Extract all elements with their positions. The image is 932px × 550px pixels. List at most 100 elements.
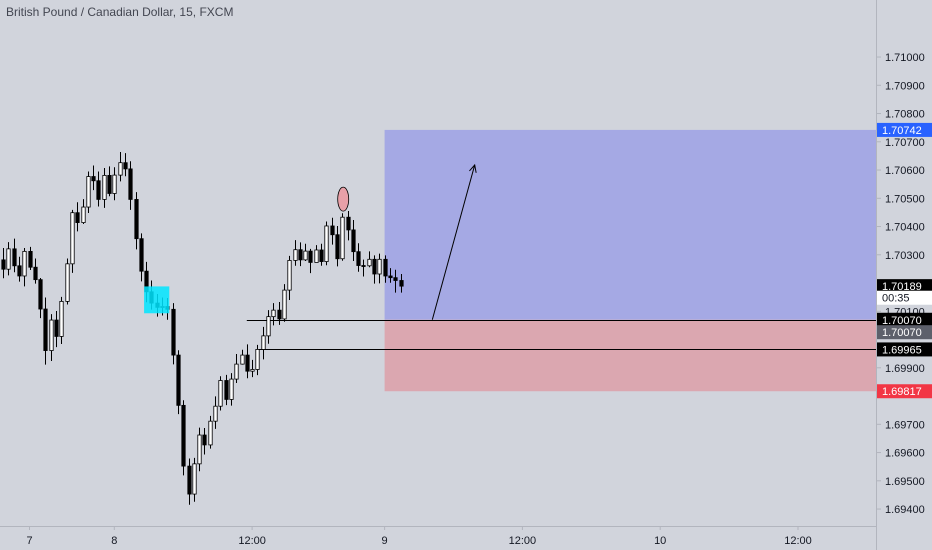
candle	[91, 165, 96, 191]
candle	[383, 255, 388, 283]
candle	[287, 255, 292, 300]
candle-body	[356, 251, 361, 266]
candle	[293, 240, 298, 266]
candle-body	[197, 434, 202, 465]
candle	[356, 243, 361, 272]
candle-body	[277, 309, 282, 320]
candle	[335, 225, 340, 267]
candle-body	[208, 420, 213, 446]
candle	[176, 350, 181, 415]
candle	[43, 297, 48, 365]
candle-body	[17, 265, 22, 277]
price-tick-label: 1.70900	[885, 80, 925, 92]
price-tag-label: 1.69965	[882, 344, 922, 356]
candle	[245, 344, 250, 379]
candle-body	[314, 249, 319, 263]
long-position-tool[interactable]	[384, 129, 876, 392]
candle-body	[176, 354, 181, 406]
loss-zone	[384, 319, 876, 392]
candle-body	[298, 249, 303, 261]
candle-body	[324, 225, 329, 262]
candle-body	[218, 380, 223, 407]
candle	[112, 167, 117, 201]
candle-body	[250, 369, 255, 372]
chart-title: British Pound / Canadian Dollar, 15, FXC…	[6, 5, 233, 19]
price-axis[interactable]: 1.71000 1.70900 1.70800 1.70700 1.70600 1.705…	[877, 52, 925, 516]
candle-body	[43, 308, 48, 351]
time-axis[interactable]: 7 8 12:00 9 12:00 10 12:00	[26, 526, 812, 547]
price-tag-label: 1.70742	[882, 125, 922, 137]
candle-body	[81, 206, 86, 223]
candle	[134, 192, 139, 250]
candle	[351, 220, 356, 262]
candle	[49, 314, 54, 362]
candle	[28, 246, 33, 271]
candle-body	[240, 354, 245, 365]
price-tick-label: 1.70600	[885, 165, 925, 177]
candle	[372, 255, 377, 284]
candle-body	[282, 289, 287, 320]
candle-body	[171, 308, 176, 356]
price-tag-bg	[877, 384, 932, 399]
candle-body	[361, 265, 366, 267]
candle	[388, 268, 393, 283]
candle	[6, 242, 11, 276]
price-tag-label: 1.70070	[882, 315, 922, 327]
candle-body	[1, 259, 6, 270]
price-tick-label: 1.69500	[885, 476, 925, 488]
price-tag-label: 1.70189	[882, 281, 922, 293]
candle-body	[118, 162, 123, 176]
candle-body	[123, 162, 128, 170]
time-tick-label: 9	[382, 535, 388, 547]
price-tag: 1.69817	[877, 384, 932, 399]
candle-body	[96, 180, 101, 200]
candle-body	[319, 249, 324, 262]
candle	[361, 259, 366, 277]
candle-body	[213, 405, 218, 422]
candle	[399, 273, 404, 293]
horizontal-lines[interactable]	[246, 320, 876, 350]
candle-body	[388, 275, 393, 279]
candle-body	[6, 248, 11, 270]
price-tag-label: 1.69817	[882, 386, 922, 398]
price-tag-label: 00:35	[882, 293, 910, 305]
candle-body	[28, 250, 33, 268]
highlight-box	[144, 286, 170, 314]
price-tick-label: 1.69900	[885, 363, 925, 375]
candle-body	[287, 260, 292, 291]
candle-body	[59, 301, 64, 337]
price-tick-label: 1.70500	[885, 193, 925, 205]
candle	[54, 311, 59, 348]
candle	[319, 243, 324, 266]
candle	[22, 248, 27, 287]
candle-body	[245, 354, 250, 372]
candle	[261, 326, 266, 360]
price-tag: 1.69965	[877, 342, 932, 357]
arrow-line	[431, 164, 476, 320]
candle-body	[229, 378, 234, 400]
candle-body	[340, 216, 345, 260]
candle	[96, 171, 101, 207]
time-tick-label: 7	[26, 535, 32, 547]
candle-body	[91, 176, 96, 182]
candle	[303, 243, 308, 262]
candle-body	[266, 316, 271, 337]
candle	[308, 248, 313, 274]
candle-body	[372, 258, 377, 275]
drawings[interactable]	[144, 163, 477, 320]
candle-body	[383, 258, 388, 277]
candle	[229, 373, 234, 406]
candle	[224, 374, 229, 406]
candle-body	[128, 168, 133, 200]
price-tag: 1.70070	[877, 325, 932, 340]
candle	[81, 199, 86, 224]
price-tag-bg	[877, 342, 932, 357]
candle-body	[102, 175, 107, 200]
price-tick-label: 1.69600	[885, 448, 925, 460]
candle	[59, 296, 64, 345]
candle	[340, 213, 345, 261]
candle	[65, 258, 70, 305]
candle	[75, 202, 80, 232]
price-tick-label: 1.70700	[885, 137, 925, 149]
